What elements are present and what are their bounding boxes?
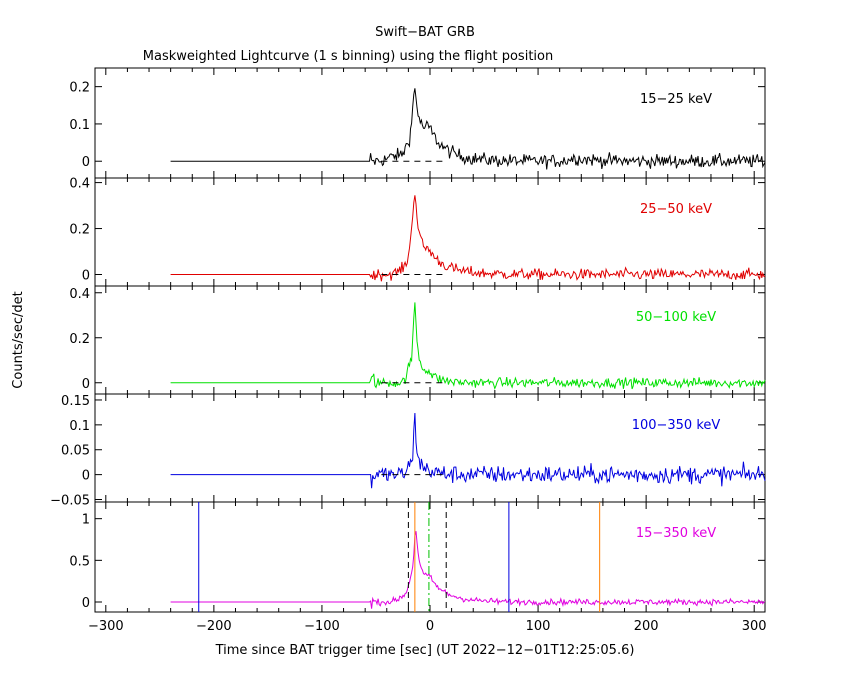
y-tick-label: 0.4 xyxy=(69,287,90,302)
x-tick-label: −200 xyxy=(196,619,232,634)
series-line xyxy=(170,88,766,170)
y-tick-label: 0.5 xyxy=(69,554,90,569)
series-line xyxy=(170,195,766,282)
panel-1: 0 0.1 0.2 15−25 keV xyxy=(69,67,766,179)
chart-subtitle: Maskweighted Lightcurve (1 s binning) us… xyxy=(143,49,553,64)
series-line xyxy=(170,302,766,390)
y-tick-label: 0.4 xyxy=(69,177,90,192)
y-tick-label: 0 xyxy=(82,469,90,484)
band-label: 15−350 keV xyxy=(636,526,716,541)
y-tick-label: 0.1 xyxy=(69,118,90,133)
y-tick-label: 0.05 xyxy=(61,444,90,459)
band-label: 25−50 keV xyxy=(640,202,712,217)
y-tick-label: −0.05 xyxy=(50,494,90,509)
series-line xyxy=(170,412,766,489)
x-tick-label: −100 xyxy=(304,619,340,634)
band-label: 100−350 keV xyxy=(632,418,721,433)
y-tick-label: 0 xyxy=(82,269,90,284)
panel-3: 0 0.2 0.4 50−100 keV xyxy=(69,285,766,395)
x-tick-label: 300 xyxy=(742,619,767,634)
panels-group: 0 0.1 0.2 15−25 keV 0 0.2 0.4 25−50 keV 0 0.2 0.4 5… xyxy=(50,67,767,634)
y-axis-label: Counts/sec/det xyxy=(11,291,26,388)
chart-title: Swift−BAT GRB xyxy=(375,25,475,40)
y-tick-label: 0 xyxy=(82,377,90,392)
y-tick-label: 1 xyxy=(82,513,90,528)
series-line xyxy=(170,531,766,609)
panel-frame xyxy=(94,285,766,395)
panel-2: 0 0.2 0.4 25−50 keV xyxy=(69,177,766,287)
y-tick-label: 0.2 xyxy=(69,81,90,96)
panel-4: −0.05 0 0.05 0.1 0.15 100−350 keV xyxy=(50,393,766,509)
band-label: 50−100 keV xyxy=(636,310,716,325)
y-tick-label: 0 xyxy=(82,596,90,611)
band-label: 15−25 keV xyxy=(640,92,712,107)
y-tick-label: 0.15 xyxy=(61,394,90,409)
x-tick-label: −300 xyxy=(88,619,124,634)
y-tick-label: 0.2 xyxy=(69,223,90,238)
x-tick-label: 200 xyxy=(634,619,659,634)
panel-frame xyxy=(94,177,766,287)
x-tick-label: 0 xyxy=(426,619,434,634)
x-tick-label: 100 xyxy=(526,619,551,634)
panel-5: 0 0.5 1 15−350 keV xyxy=(69,501,766,613)
y-tick-label: 0.2 xyxy=(69,332,90,347)
y-tick-label: 0.1 xyxy=(69,419,90,434)
panel-frame xyxy=(94,501,766,613)
y-tick-label: 0 xyxy=(82,155,90,170)
x-axis-label: Time since BAT trigger time [sec] (UT 20… xyxy=(215,643,635,658)
panel-frame xyxy=(94,393,766,503)
